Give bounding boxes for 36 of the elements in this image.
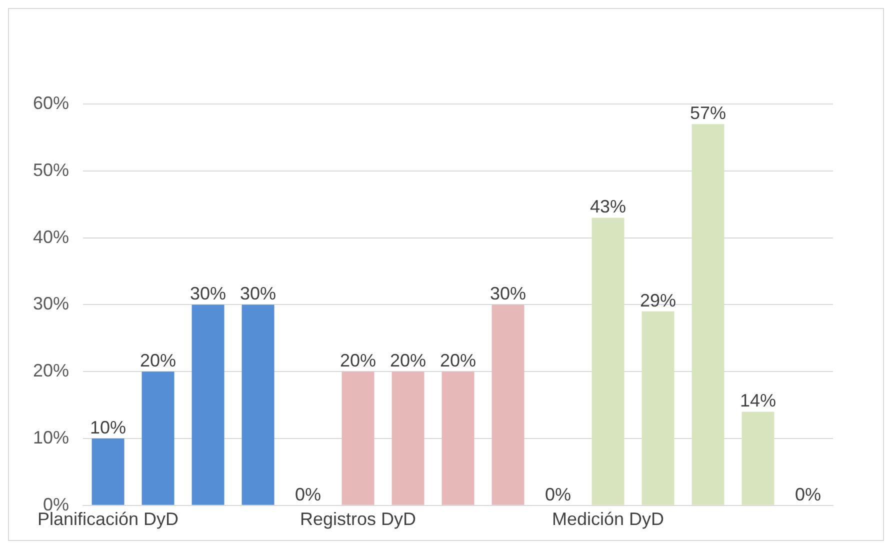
bar <box>342 372 374 505</box>
data-label: 10% <box>90 417 126 438</box>
y-tick-label: 20% <box>32 360 70 381</box>
bar <box>92 438 124 505</box>
data-label: 14% <box>740 390 776 411</box>
x-tick-label: Planificación DyD <box>37 509 179 530</box>
bar <box>742 412 774 505</box>
data-label: 0% <box>295 484 322 504</box>
data-label: 30% <box>240 284 276 304</box>
bar <box>142 372 174 505</box>
data-label: 20% <box>440 350 476 371</box>
bar <box>492 304 524 505</box>
data-label: 57% <box>690 103 726 124</box>
bar <box>692 124 724 505</box>
y-tick-label: 50% <box>32 160 70 180</box>
data-label: 20% <box>340 350 376 371</box>
data-label: 0% <box>794 484 822 504</box>
y-tick-label: 60% <box>32 92 70 113</box>
y-tick-label: 40% <box>32 226 70 247</box>
bar <box>592 218 624 505</box>
data-label: 30% <box>490 284 526 304</box>
bar <box>192 304 224 505</box>
data-label: 20% <box>390 350 426 371</box>
data-label: 30% <box>190 284 226 304</box>
x-tick-label: Registros DyD <box>300 509 416 530</box>
data-label: 43% <box>590 196 626 217</box>
bar <box>442 372 474 505</box>
y-tick-label: 30% <box>32 294 70 314</box>
bar <box>392 372 424 505</box>
bar <box>642 311 674 505</box>
data-label: 29% <box>640 290 676 310</box>
bar <box>242 304 274 505</box>
y-tick-label: 10% <box>32 427 70 448</box>
x-tick-label: Medición DyD <box>552 509 664 530</box>
data-label: 20% <box>140 350 176 371</box>
data-label: 0% <box>545 484 572 504</box>
